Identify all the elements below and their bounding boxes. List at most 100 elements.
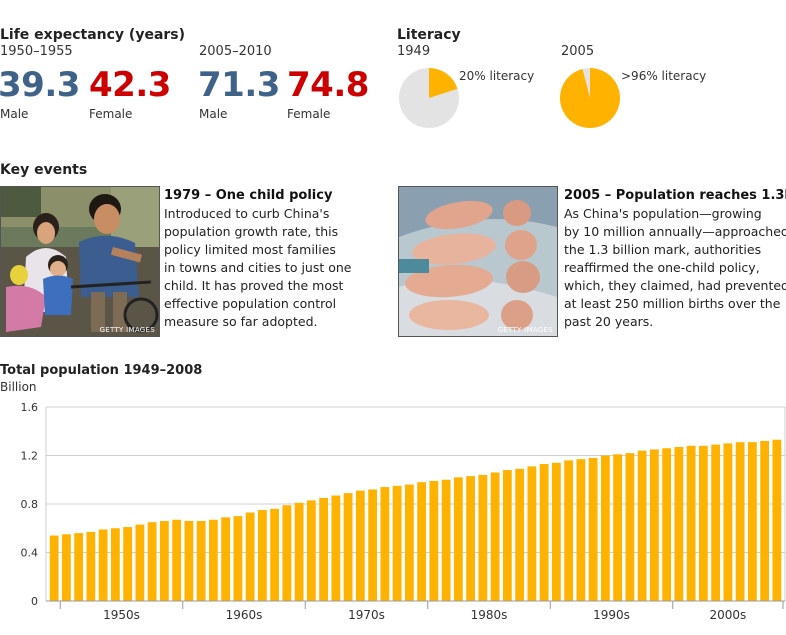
- population-bar: [61, 534, 71, 601]
- population-bar: [478, 474, 488, 601]
- y-tick-label: 1.2: [21, 450, 39, 463]
- population-bar: [466, 476, 476, 601]
- population-bar: [110, 528, 120, 601]
- population-bar: [74, 533, 84, 601]
- female-life-expectancy-2005: 74.8: [287, 65, 369, 105]
- female-label-2: Female: [287, 107, 331, 121]
- literacy-year-2005: 2005: [561, 44, 595, 59]
- population-bar: [86, 531, 96, 601]
- event-text-line: policy limited most families: [164, 242, 336, 257]
- population-bar: [772, 439, 782, 601]
- population-bar: [98, 529, 108, 601]
- y-tick-label: 0.8: [21, 498, 39, 511]
- photo-credit: GETTY IMAGES: [497, 326, 553, 334]
- x-tick-label: 1950s: [103, 608, 140, 622]
- population-bar: [221, 517, 231, 601]
- population-bar: [453, 477, 463, 601]
- event-text-line: measure so far adopted.: [164, 314, 318, 329]
- period-label-1: 1950–1955: [0, 44, 73, 59]
- male-label-2: Male: [199, 107, 228, 121]
- female-life-expectancy-1950: 42.3: [89, 65, 171, 105]
- population-bar: [49, 535, 59, 601]
- male-label-1: Male: [0, 107, 29, 121]
- population-bar: [502, 470, 512, 601]
- population-bar: [686, 445, 696, 601]
- population-bar: [368, 489, 378, 601]
- population-bar: [392, 485, 402, 601]
- event-text-line: at least 250 million births over the: [564, 296, 781, 311]
- event-text-line: As China's population—growing: [564, 206, 762, 221]
- y-tick-label: 0.4: [21, 547, 39, 560]
- population-bar: [159, 520, 169, 601]
- event-title-2005: 2005 – Population reaches 1.3bn: [564, 188, 786, 203]
- family-bicycle-illustration: [1, 187, 159, 336]
- event-text-1979: Introduced to curb China's population gr…: [164, 205, 352, 331]
- population-bar: [698, 445, 708, 601]
- x-tick-label: 1960s: [226, 608, 263, 622]
- population-bar: [576, 459, 586, 601]
- population-bar: [417, 482, 427, 601]
- population-bar: [319, 497, 329, 601]
- x-tick-label: 1990s: [593, 608, 630, 622]
- event-title-1979: 1979 – One child policy: [164, 188, 333, 203]
- literacy-pie-1949: [399, 68, 459, 128]
- population-bar: [184, 520, 194, 601]
- population-bar: [196, 520, 206, 601]
- population-bar: [380, 487, 390, 601]
- population-bar: [208, 519, 218, 601]
- population-bar: [649, 449, 659, 601]
- literacy-year-1949: 1949: [397, 44, 431, 59]
- population-bar: [147, 522, 157, 601]
- population-bar: [662, 448, 672, 601]
- pie-slice-literate: [559, 68, 620, 128]
- population-bar: [625, 453, 635, 601]
- newborns-illustration: [399, 187, 557, 336]
- x-tick-label: 2000s: [710, 608, 747, 622]
- population-bar: [613, 454, 623, 601]
- event-text-line: child. It has proved the most: [164, 278, 344, 293]
- population-bar: [233, 516, 243, 601]
- event-text-line: past 20 years.: [564, 314, 654, 329]
- population-bar: [257, 510, 267, 601]
- x-tick-label: 1970s: [348, 608, 385, 622]
- event-text-line: population growth rate, this: [164, 224, 339, 239]
- life-expectancy-title: Life expectancy (years): [0, 27, 186, 43]
- female-label-1: Female: [89, 107, 133, 121]
- population-bar: [735, 442, 745, 601]
- population-bar-chart: 0 0.4 0.8 1.2 1.6 1950s 1960s 1970s 1980s 1990s 20…: [21, 401, 786, 622]
- event-text-line: Introduced to curb China's: [164, 206, 330, 221]
- male-life-expectancy-2005: 71.3: [198, 65, 280, 105]
- period-label-2: 2005–2010: [199, 44, 272, 59]
- one-child-policy-photo: GETTY IMAGES: [0, 186, 160, 337]
- chart-y-unit: Billion: [0, 380, 37, 394]
- population-bar: [429, 480, 439, 601]
- literacy-label-2005: >96% literacy: [621, 69, 707, 83]
- event-text-line: the 1.3 billion mark, authorities: [564, 242, 762, 257]
- y-tick-label: 0: [31, 595, 38, 608]
- population-bar: [760, 440, 770, 601]
- key-events-title: Key events: [0, 162, 88, 178]
- event-text-line: effective population control: [164, 296, 337, 311]
- population-bar: [123, 527, 133, 601]
- population-bar: [747, 442, 757, 601]
- pie-slice-literate: [429, 68, 458, 98]
- population-bar: [637, 450, 647, 601]
- population-bar: [282, 505, 292, 601]
- y-tick-label: 1.6: [21, 401, 39, 414]
- population-bar: [527, 466, 537, 601]
- population-bar: [539, 463, 549, 601]
- x-tick-label: 1980s: [471, 608, 508, 622]
- population-bar: [404, 484, 414, 601]
- event-text-2005: As China's population—growing by 10 mill…: [564, 205, 786, 331]
- population-bar: [515, 468, 525, 601]
- population-bar: [306, 500, 316, 601]
- population-1-3bn-photo: GETTY IMAGES: [398, 186, 558, 337]
- population-bar: [711, 444, 721, 601]
- population-bar: [551, 462, 561, 601]
- male-life-expectancy-1950: 39.3: [0, 65, 80, 105]
- event-text-line: which, they claimed, had prevented: [564, 278, 786, 293]
- photo-credit: GETTY IMAGES: [99, 326, 155, 334]
- population-bar: [245, 512, 255, 601]
- population-bar: [135, 524, 145, 601]
- population-bar: [600, 455, 610, 601]
